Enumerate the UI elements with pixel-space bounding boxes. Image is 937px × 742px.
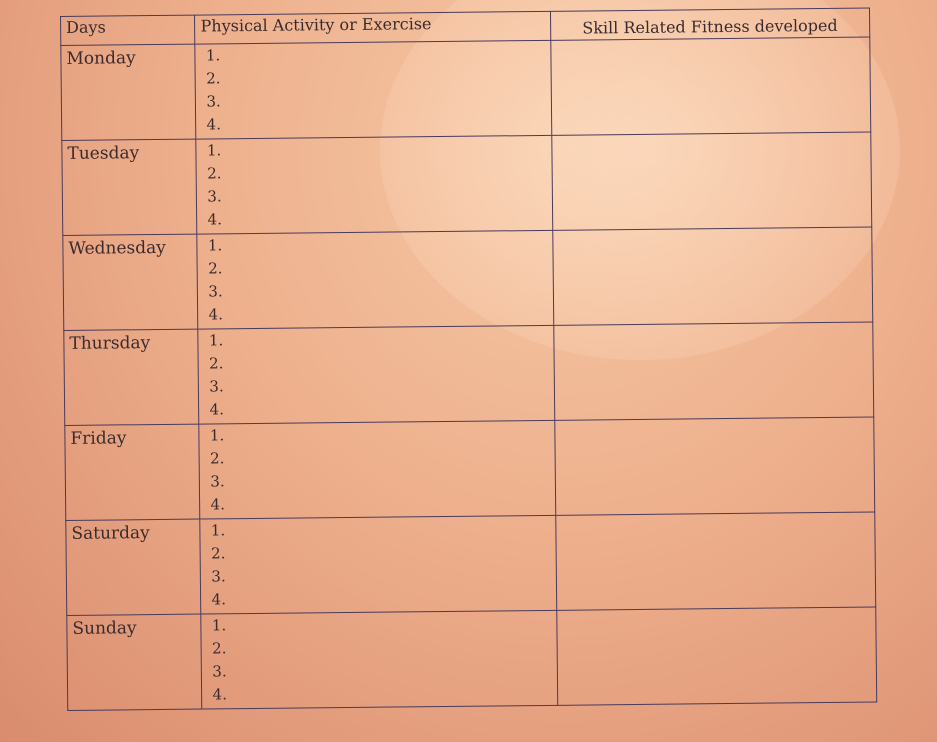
day-cell: Saturday: [65, 519, 202, 616]
day-cell: Wednesday: [62, 234, 199, 331]
table-row: Sunday 1. 2. 3. 4.: [66, 606, 877, 711]
activity-cell[interactable]: 1. 2. 3. 4.: [201, 610, 558, 710]
day-cell: Monday: [60, 44, 197, 141]
header-activity: Physical Activity or Exercise: [194, 11, 551, 45]
list-number: 4.: [209, 400, 225, 419]
skill-cell[interactable]: [551, 132, 872, 231]
skill-cell[interactable]: [554, 417, 875, 516]
activity-cell[interactable]: 1. 2. 3. 4.: [195, 40, 552, 140]
list-number: 4.: [211, 590, 227, 609]
header-skill: Skill Related Fitness developed: [550, 8, 870, 41]
day-cell: Sunday: [66, 614, 203, 711]
activity-cell[interactable]: 1. 2. 3. 4.: [198, 325, 555, 425]
table-row: Wednesday 1. 2. 3. 4.: [62, 227, 873, 331]
skill-cell[interactable]: [555, 511, 876, 611]
activity-table: Days Physical Activity or Exercise Skill…: [60, 8, 877, 711]
table-row: Thursday 1. 2. 3. 4.: [63, 322, 874, 426]
day-cell: Tuesday: [61, 139, 198, 236]
activity-cell[interactable]: 1. 2. 3. 4.: [197, 230, 554, 330]
skill-cell[interactable]: [553, 322, 874, 421]
activity-cell[interactable]: 1. 2. 3. 4.: [196, 135, 553, 235]
list-number: 4.: [208, 305, 224, 324]
table-row: Saturday 1. 2. 3. 4.: [65, 511, 876, 616]
table-row: Monday 1. 2. 3. 4.: [60, 37, 871, 141]
day-cell: Thursday: [63, 329, 200, 426]
list-number: 4.: [207, 210, 223, 229]
worksheet: Days Physical Activity or Exercise Skill…: [60, 8, 877, 711]
skill-cell[interactable]: [556, 606, 877, 706]
table-row: Tuesday 1. 2. 3. 4.: [61, 132, 872, 236]
header-days: Days: [60, 15, 196, 46]
activity-cell[interactable]: 1. 2. 3. 4.: [200, 515, 557, 615]
skill-cell[interactable]: [552, 227, 873, 326]
skill-cell[interactable]: [550, 37, 871, 136]
list-number: 4.: [210, 495, 226, 514]
list-number: 4.: [212, 685, 228, 704]
list-number: 4.: [206, 115, 222, 134]
activity-cell[interactable]: 1. 2. 3. 4.: [199, 420, 556, 520]
light-glare: [380, 0, 900, 360]
day-cell: Friday: [64, 424, 201, 521]
table-row: Friday 1. 2. 3. 4.: [64, 417, 875, 521]
